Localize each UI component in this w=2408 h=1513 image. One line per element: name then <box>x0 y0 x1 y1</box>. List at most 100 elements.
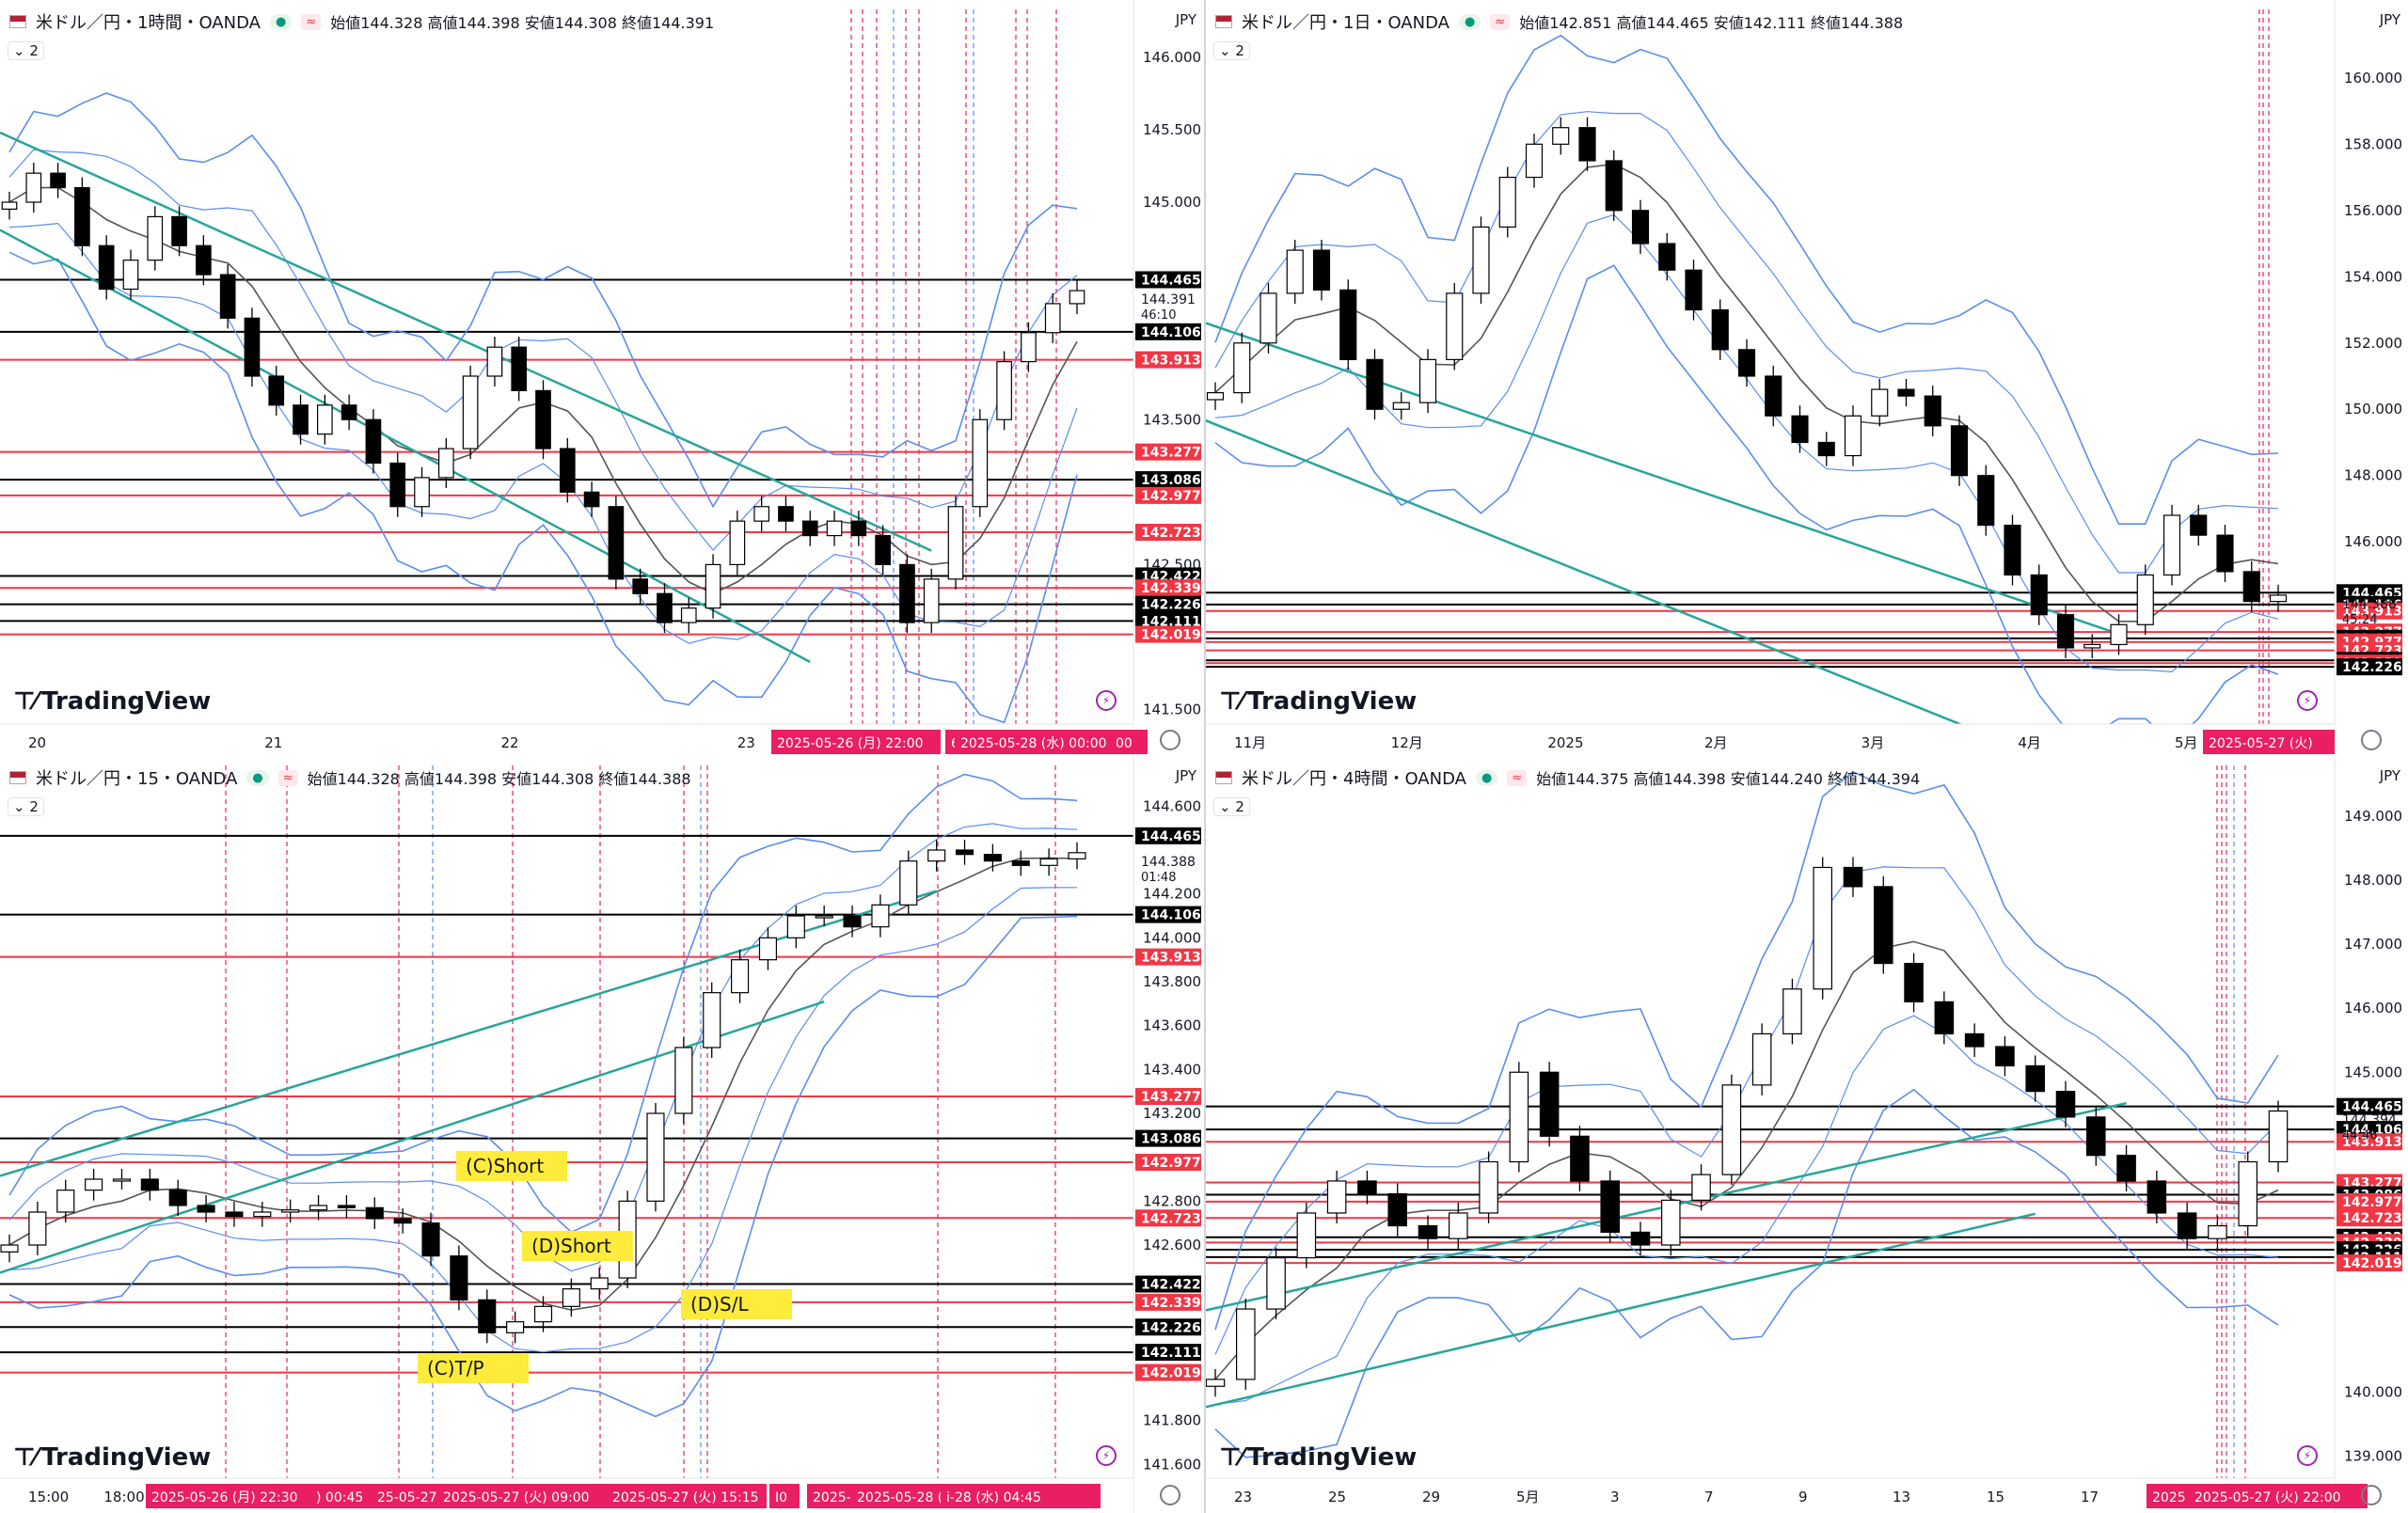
tradingview-logo[interactable]: ⊤⁄ TradingView <box>1219 1443 1417 1472</box>
price-level-tag[interactable] <box>1135 1154 1201 1172</box>
price-level-tag[interactable] <box>1135 1088 1201 1106</box>
tradingview-logo[interactable]: ⊤⁄ TradingView <box>13 687 211 716</box>
price-level-tag[interactable] <box>1135 1129 1201 1147</box>
indicator-toggle[interactable]: ⌄ 2 <box>1213 797 1250 816</box>
tradingview-logo[interactable]: ⊤⁄ TradingView <box>13 1443 211 1472</box>
candle-body <box>486 346 503 377</box>
price-level-tag[interactable] <box>2337 1097 2402 1115</box>
time-axis[interactable] <box>1206 724 2335 758</box>
time-tick-label: 21 <box>264 734 282 751</box>
trendline-upper[interactable] <box>0 890 938 1177</box>
trade-annotation-box[interactable] <box>418 1353 529 1383</box>
price-level-tag[interactable] <box>1135 1318 1201 1336</box>
price-level-tag[interactable] <box>1135 906 1201 923</box>
time-tick-label: 29 <box>1422 1489 1440 1505</box>
trendline-upper[interactable] <box>0 131 932 552</box>
candle-body <box>1044 303 1061 334</box>
trendline-lower[interactable] <box>0 1001 825 1274</box>
indicator-toggle[interactable]: ⌄ 2 <box>8 41 44 60</box>
candle-body <box>2110 623 2128 646</box>
candle-body <box>705 563 721 609</box>
price-level-tag[interactable] <box>1135 443 1201 461</box>
currency-selector[interactable]: JPY <box>1175 767 1196 784</box>
price-level-tag-label: 142.019 <box>1141 628 1201 643</box>
alert-flash-icon[interactable]: ⚡ <box>1096 690 1117 711</box>
trendline-lower[interactable] <box>1206 419 2013 747</box>
chart-panel-4h[interactable]: 米ドル／円・4時間・OANDA ● ≈ 始値144.375 高値144.398 安値1… <box>1206 756 2408 1513</box>
price-axis[interactable] <box>1133 0 1204 758</box>
price-tick-label: 141.600 <box>1143 1456 1201 1473</box>
price-level-tag[interactable] <box>1135 1293 1201 1311</box>
price-level-tag[interactable] <box>1135 486 1201 504</box>
price-level-tag[interactable] <box>1135 625 1201 643</box>
market-open-icon: ● <box>269 13 293 30</box>
price-level-tag[interactable] <box>1135 948 1201 966</box>
candle-body <box>389 462 406 508</box>
chart-panel-1h[interactable]: 米ドル／円・1時間・OANDA ● ≈ 始値144.328 高値144.398 安値1… <box>0 0 1204 758</box>
price-level-tag[interactable] <box>1135 471 1201 489</box>
price-level-tag[interactable] <box>2337 1133 2402 1151</box>
candle-body <box>0 1244 19 1253</box>
price-level-tag-label: 143.913 <box>2342 1135 2402 1150</box>
candle-body <box>2162 514 2181 576</box>
symbol-title[interactable]: 米ドル／円・1時間・OANDA <box>36 13 261 33</box>
currency-selector[interactable]: JPY <box>2379 11 2400 28</box>
chart-panel-1d[interactable]: 米ドル／円・1日・OANDA ● ≈ 始値142.851 高値144.465 安値14… <box>1206 0 2408 758</box>
price-level-tag[interactable] <box>1135 827 1201 844</box>
trade-annotation-box[interactable] <box>522 1231 633 1261</box>
price-level-tag[interactable] <box>2337 658 2402 676</box>
time-axis[interactable] <box>0 724 1133 758</box>
price-level-tag[interactable] <box>1135 351 1201 369</box>
alert-flash-icon[interactable]: ⚡ <box>2297 690 2318 711</box>
trendline-upper[interactable] <box>1206 322 2119 636</box>
indicator-toggle[interactable]: ⌄ 2 <box>8 797 44 816</box>
price-level-tag-label: 144.106 <box>1141 908 1201 923</box>
candle-body <box>2085 1116 2106 1157</box>
time-cursor-tag-label: I0 <box>775 1490 787 1505</box>
price-level-tag[interactable] <box>1135 524 1201 542</box>
price-level-tag[interactable] <box>1135 579 1201 597</box>
price-tick-label: 150.000 <box>2344 401 2402 418</box>
price-level-tag[interactable] <box>2337 1254 2402 1272</box>
candle-body <box>1721 1084 1742 1175</box>
indicator-toggle[interactable]: ⌄ 2 <box>1213 41 1250 60</box>
price-level-tag[interactable] <box>1135 1209 1201 1227</box>
currency-selector[interactable]: JPY <box>1175 11 1196 28</box>
trendline-lower[interactable] <box>0 229 811 664</box>
candle-body <box>632 578 649 594</box>
price-level-tag[interactable] <box>2337 602 2402 620</box>
alert-flash-icon[interactable]: ⚡ <box>2297 1445 2318 1466</box>
symbol-title[interactable]: 米ドル／円・4時間・OANDA <box>1242 769 1466 789</box>
symbol-title[interactable]: 米ドル／円・1日・OANDA <box>1242 13 1450 33</box>
candle-body <box>899 860 918 906</box>
candle-body <box>2030 574 2048 616</box>
price-level-tag[interactable] <box>2337 1209 2402 1227</box>
price-level-tag[interactable] <box>1135 1363 1201 1381</box>
bollinger-upper-band <box>8 773 1078 1234</box>
currency-selector[interactable]: JPY <box>2379 767 2400 784</box>
candle-body <box>1552 127 1570 145</box>
time-cursor-tag-label: i-28 (水) 04:45 <box>946 1490 1041 1505</box>
trade-annotation-box[interactable] <box>681 1289 792 1319</box>
price-level-tag[interactable] <box>1135 595 1201 613</box>
chart-settings-icon[interactable] <box>2361 1485 2382 1505</box>
trendline-lower[interactable] <box>1206 1212 2036 1409</box>
chart-settings-icon[interactable] <box>1160 730 1180 750</box>
tradingview-logo[interactable]: ⊤⁄ TradingView <box>1219 687 1417 716</box>
alert-flash-icon[interactable]: ⚡ <box>1096 1445 1117 1466</box>
price-level-tag[interactable] <box>1135 323 1201 340</box>
symbol-title[interactable]: 米ドル／円・15・OANDA <box>36 769 238 789</box>
candle-body <box>1357 1180 1377 1195</box>
price-level-tag[interactable] <box>2337 1192 2402 1210</box>
price-level-tag[interactable] <box>1135 612 1201 630</box>
price-level-tag[interactable] <box>1135 1275 1201 1293</box>
chart-settings-icon[interactable] <box>2361 730 2382 750</box>
trade-annotation-box[interactable] <box>456 1151 567 1181</box>
candle-body <box>1605 160 1623 212</box>
price-tick-label: 143.200 <box>1143 1105 1201 1122</box>
chart-panel-15m[interactable]: 米ドル／円・15・OANDA ● ≈ 始値144.328 高値144.398 安値14… <box>0 756 1204 1513</box>
price-level-tag[interactable] <box>1135 271 1201 289</box>
chart-settings-icon[interactable] <box>1160 1485 1180 1505</box>
price-level-tag[interactable] <box>1135 1344 1201 1362</box>
candle-body <box>219 274 236 319</box>
